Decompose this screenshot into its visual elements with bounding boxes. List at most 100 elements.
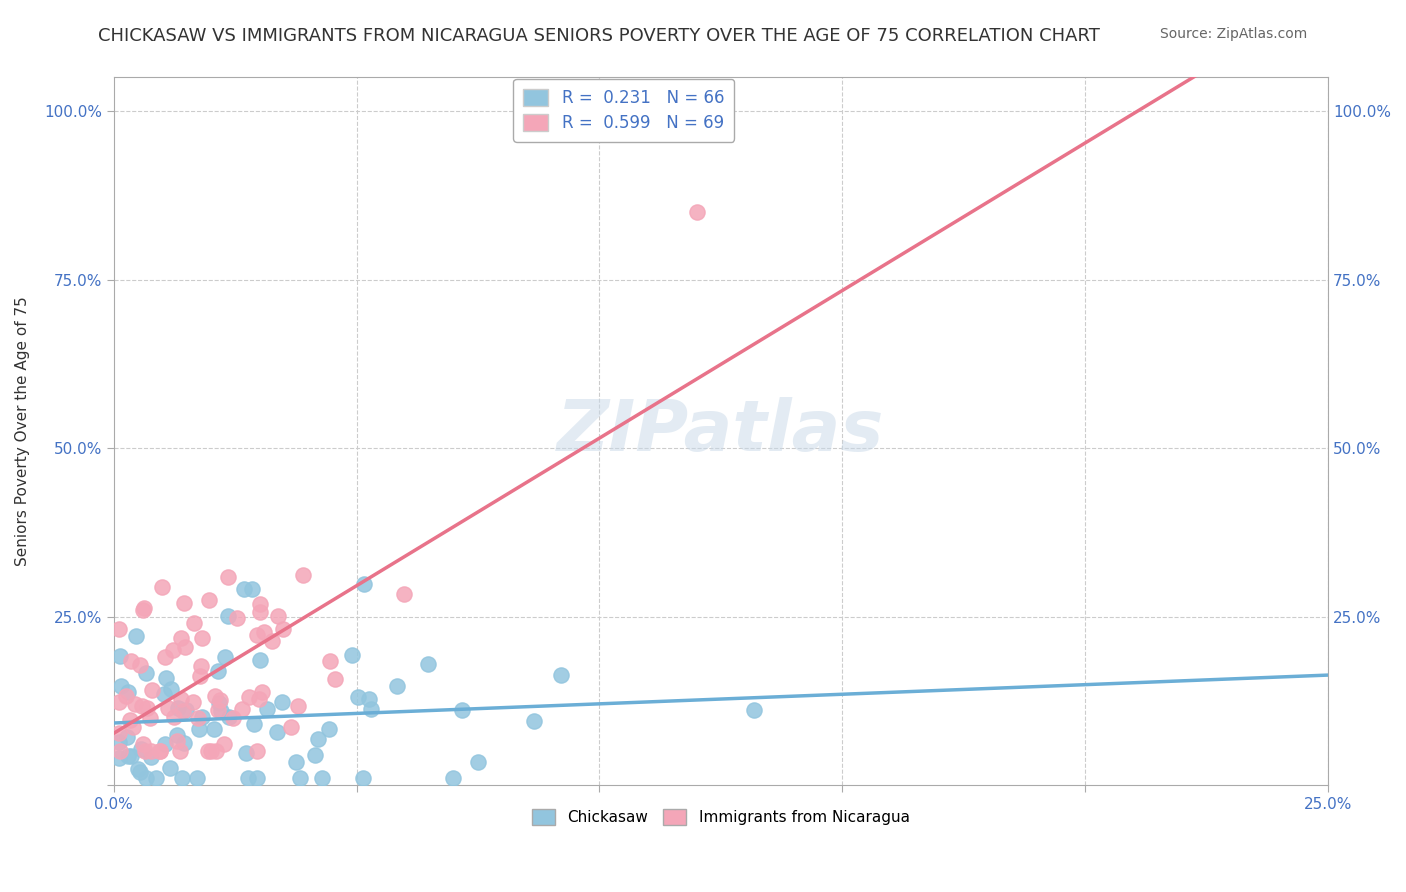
Point bbox=[250, 685, 273, 699]
Point bbox=[246, 628, 269, 642]
Point bbox=[266, 724, 288, 739]
Point bbox=[107, 735, 129, 749]
Point bbox=[222, 711, 245, 725]
Point bbox=[170, 692, 193, 706]
Point bbox=[135, 772, 157, 786]
Point bbox=[120, 748, 142, 763]
Text: CHICKASAW VS IMMIGRANTS FROM NICARAGUA SENIORS POVERTY OVER THE AGE OF 75 CORREL: CHICKASAW VS IMMIGRANTS FROM NICARAGUA S… bbox=[98, 27, 1101, 45]
Point bbox=[129, 657, 152, 672]
Point bbox=[156, 701, 179, 715]
Point bbox=[252, 625, 274, 640]
Point bbox=[249, 597, 271, 611]
Point bbox=[108, 649, 131, 664]
Point bbox=[247, 691, 270, 706]
Point bbox=[149, 744, 172, 758]
Point bbox=[285, 755, 308, 769]
Point bbox=[170, 772, 193, 786]
Point bbox=[176, 703, 198, 717]
Point bbox=[107, 622, 129, 636]
Point bbox=[353, 577, 375, 591]
Point bbox=[166, 728, 188, 742]
Point bbox=[202, 722, 225, 736]
Point bbox=[249, 605, 271, 619]
Point bbox=[110, 744, 132, 758]
Point bbox=[357, 691, 380, 706]
Point bbox=[385, 679, 408, 693]
Point bbox=[115, 730, 138, 744]
Point bbox=[139, 711, 162, 725]
Point bbox=[169, 744, 191, 758]
Point bbox=[134, 744, 156, 758]
Point bbox=[186, 772, 208, 786]
Point bbox=[323, 672, 346, 686]
Point bbox=[742, 703, 765, 717]
Point bbox=[107, 695, 129, 709]
Point bbox=[214, 649, 236, 664]
Point bbox=[307, 731, 329, 746]
Point bbox=[280, 720, 302, 734]
Point bbox=[207, 696, 229, 710]
Point bbox=[169, 631, 191, 645]
Point bbox=[188, 669, 211, 683]
Point bbox=[191, 631, 214, 645]
Point bbox=[167, 701, 190, 715]
Point bbox=[114, 690, 136, 704]
Point bbox=[340, 648, 363, 662]
Point bbox=[212, 737, 235, 751]
Point bbox=[260, 634, 283, 648]
Point bbox=[187, 722, 209, 736]
Point bbox=[110, 679, 132, 693]
Point bbox=[131, 699, 153, 714]
Point bbox=[155, 671, 177, 685]
Point bbox=[131, 602, 153, 616]
Point bbox=[139, 750, 162, 764]
Point bbox=[132, 737, 155, 751]
Point bbox=[135, 665, 157, 680]
Point bbox=[120, 654, 142, 668]
Point bbox=[153, 649, 176, 664]
Point bbox=[153, 687, 176, 701]
Point bbox=[467, 756, 489, 770]
Point bbox=[217, 570, 239, 584]
Point bbox=[166, 734, 188, 748]
Point bbox=[235, 746, 257, 760]
Point bbox=[172, 704, 194, 718]
Point bbox=[443, 772, 465, 786]
Legend: Chickasaw, Immigrants from Nicaragua: Chickasaw, Immigrants from Nicaragua bbox=[523, 800, 918, 834]
Point bbox=[304, 747, 326, 762]
Point bbox=[394, 587, 416, 601]
Point bbox=[127, 763, 149, 777]
Point bbox=[173, 640, 195, 654]
Point bbox=[288, 772, 311, 786]
Point bbox=[416, 657, 439, 671]
Point bbox=[267, 609, 290, 624]
Point bbox=[198, 593, 221, 607]
Y-axis label: Seniors Poverty Over the Age of 75: Seniors Poverty Over the Age of 75 bbox=[15, 296, 30, 566]
Point bbox=[231, 702, 253, 716]
Point bbox=[125, 629, 148, 643]
Point bbox=[152, 580, 174, 594]
Point bbox=[287, 698, 309, 713]
Point bbox=[107, 726, 129, 740]
Point bbox=[129, 742, 152, 756]
Point bbox=[173, 736, 195, 750]
Point bbox=[117, 685, 139, 699]
Point bbox=[129, 764, 152, 779]
Point bbox=[256, 702, 278, 716]
Point bbox=[249, 653, 271, 667]
Point bbox=[346, 690, 368, 705]
Point bbox=[207, 703, 229, 717]
Point bbox=[318, 722, 340, 736]
Point bbox=[124, 697, 146, 711]
Point bbox=[207, 664, 229, 678]
Point bbox=[139, 744, 162, 758]
Point bbox=[209, 704, 232, 718]
Point bbox=[271, 695, 294, 709]
Point bbox=[208, 693, 231, 707]
Point bbox=[550, 668, 572, 682]
Point bbox=[153, 737, 176, 751]
Point bbox=[246, 772, 269, 786]
Point bbox=[225, 611, 247, 625]
Point bbox=[217, 609, 239, 624]
Point bbox=[181, 695, 204, 709]
